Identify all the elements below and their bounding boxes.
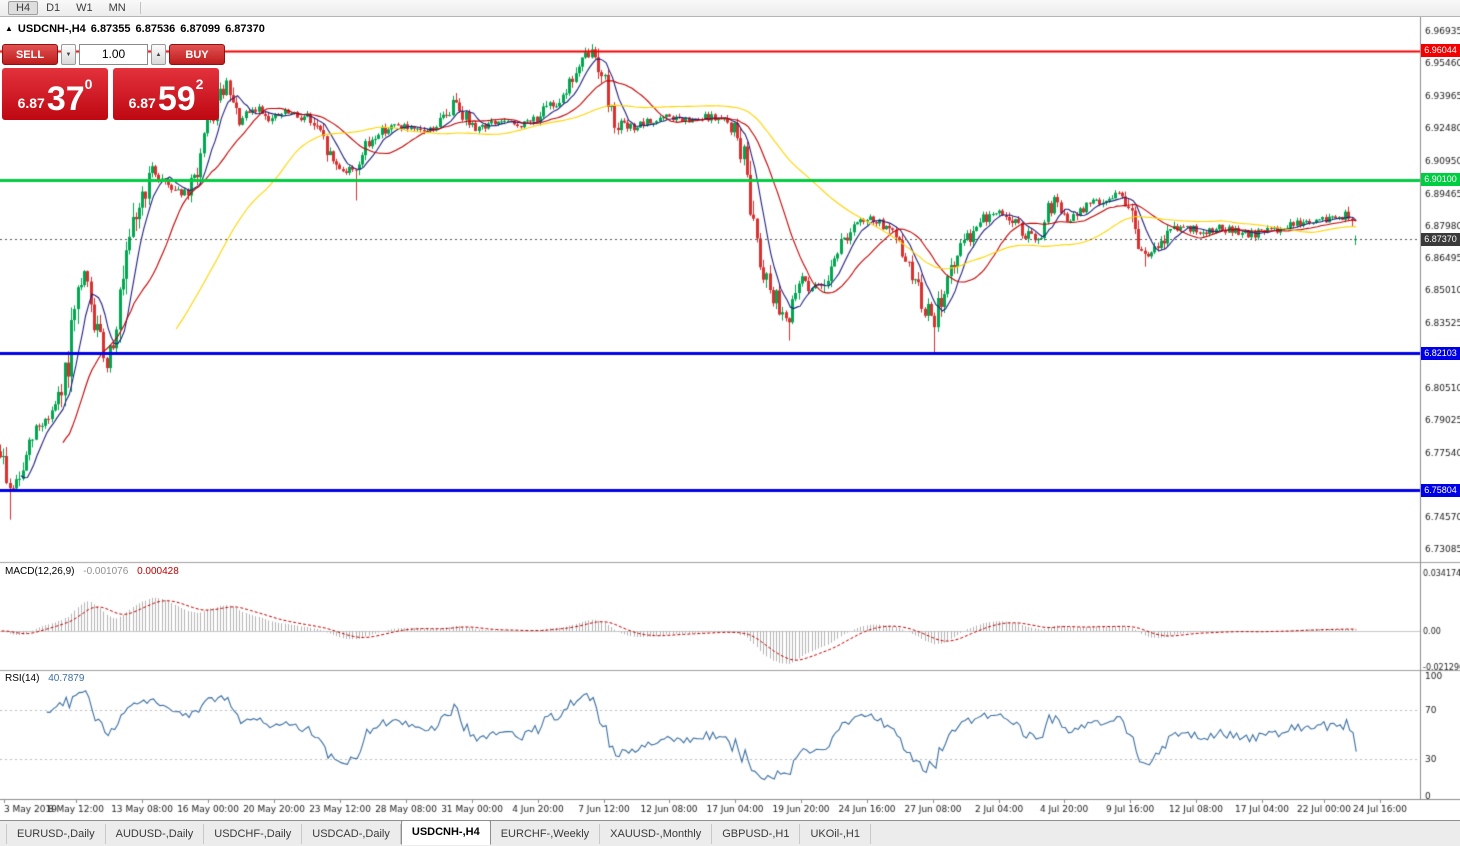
volume-decrease-button[interactable]: ▼ — [61, 44, 76, 65]
tab-usdcad-daily[interactable]: USDCAD-,Daily — [302, 823, 401, 844]
sell-price-point: 0 — [84, 76, 93, 92]
support-blue-line-price-badge[interactable]: 6.82103 — [1421, 346, 1460, 360]
sell-price-pips: 37 — [46, 80, 85, 119]
toolbar-separator — [139, 2, 141, 14]
timeframe-toolbar: H4 D1 W1 MN — [0, 0, 1460, 17]
tab-xauusd-monthly[interactable]: XAUUSD-,Monthly — [600, 823, 713, 844]
rsi-indicator-label: RSI(14) 40.7879 — [5, 673, 84, 684]
buy-price-pips: 59 — [157, 80, 196, 119]
support-green-line-price-badge[interactable]: 6.90100 — [1421, 173, 1460, 187]
sell-price-prefix: 6.87 — [17, 95, 45, 111]
one-click-prices-row: 6.87 37 0 6.87 59 2 — [2, 68, 225, 120]
tab-eurusd-daily[interactable]: EURUSD-,Daily — [6, 823, 106, 844]
tab-usdcnh-h4[interactable]: USDCNH-,H4 — [400, 819, 491, 845]
one-click-trading-panel: SELL ▼ 1.00 ▲ BUY 6.87 37 0 6.87 59 2 — [2, 44, 225, 120]
sell-button[interactable]: SELL — [2, 44, 58, 65]
timeframe-h4-button[interactable]: H4 — [8, 1, 39, 15]
tab-eurchf-weekly[interactable]: EURCHF-,Weekly — [491, 823, 601, 844]
volume-increase-button[interactable]: ▲ — [151, 44, 166, 65]
macd-signal-value: 0.000428 — [137, 566, 179, 577]
timeframe-d1-button[interactable]: D1 — [46, 2, 61, 14]
rsi-value: 40.7879 — [48, 673, 85, 684]
buy-price-point: 2 — [195, 76, 204, 92]
chart-close-value: 6.87370 — [225, 23, 265, 35]
chart-high-value: 6.87536 — [135, 23, 176, 35]
tab-gbpusd-h1[interactable]: GBPUSD-,H1 — [712, 823, 801, 844]
chart-symbol-period: USDCNH-,H4 — [17, 23, 86, 35]
timeframe-mn-button[interactable]: MN — [108, 2, 126, 14]
buy-price-display[interactable]: 6.87 59 2 — [113, 68, 219, 120]
macd-title: MACD(12,26,9) — [5, 566, 75, 577]
one-click-controls-row: SELL ▼ 1.00 ▲ BUY — [2, 44, 225, 65]
buy-button[interactable]: BUY — [169, 44, 225, 65]
tab-ukoil-h1[interactable]: UKOil-,H1 — [800, 823, 871, 844]
support-blue-lower-line-price-badge[interactable]: 6.75804 — [1421, 483, 1460, 497]
macd-main-value: -0.001076 — [83, 566, 129, 577]
chart-title: ▲ USDCNH-,H4 6.87355 6.87536 6.87099 6.8… — [5, 23, 265, 35]
one-click-collapse-icon[interactable]: ▲ — [5, 24, 13, 33]
chart-canvas[interactable] — [0, 17, 1460, 820]
volume-input[interactable]: 1.00 — [79, 44, 148, 65]
timeframe-w1-button[interactable]: W1 — [76, 2, 93, 14]
current-bid-price-badge: 6.87370 — [1421, 232, 1460, 246]
resistance-line-price-badge[interactable]: 6.96044 — [1421, 44, 1460, 58]
sell-price-display[interactable]: 6.87 37 0 — [2, 68, 108, 120]
tab-audusd-daily[interactable]: AUDUSD-,Daily — [106, 823, 205, 844]
buy-price-prefix: 6.87 — [128, 95, 156, 111]
macd-indicator-label: MACD(12,26,9) -0.001076 0.000428 — [5, 566, 179, 577]
tab-usdchf-daily[interactable]: USDCHF-,Daily — [204, 823, 303, 844]
chart-tab-bar: EURUSD-,Daily AUDUSD-,Daily USDCHF-,Dail… — [0, 819, 1460, 846]
chart-open-value: 6.87355 — [90, 23, 131, 35]
chart-low-value: 6.87099 — [180, 23, 221, 35]
rsi-title: RSI(14) — [5, 673, 40, 684]
